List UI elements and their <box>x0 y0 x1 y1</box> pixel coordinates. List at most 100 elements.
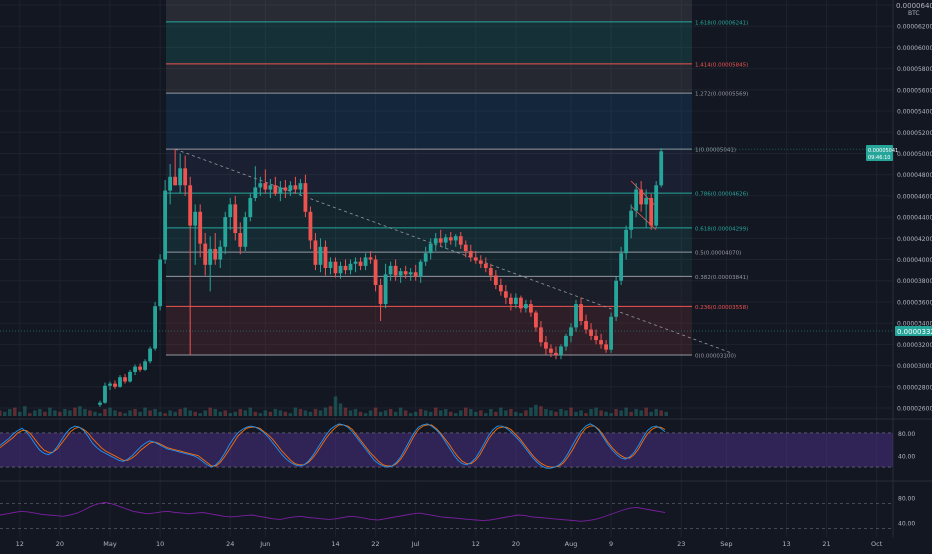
y-tick-label: 0.00002800 <box>897 384 932 391</box>
fib-zone <box>166 306 692 355</box>
x-tick-label: 10 <box>156 540 164 548</box>
volume-bar <box>604 411 608 416</box>
stoch-tick-40: 40.00 <box>898 454 915 461</box>
candle-body <box>559 346 563 355</box>
candle-body <box>463 244 468 252</box>
y-tick-label: 0.00004600 <box>897 193 932 200</box>
candle-body <box>418 261 423 277</box>
candle-body <box>589 329 593 336</box>
rsi-pane: 80.00 40.00 <box>0 496 915 530</box>
x-tick-label: Oct <box>871 540 883 548</box>
volume-bar <box>569 407 573 416</box>
fib-fills <box>166 0 692 355</box>
currency-label: BTC <box>908 10 920 17</box>
candle-body <box>313 240 318 265</box>
volume-bar <box>23 406 27 416</box>
fib-zone <box>166 0 692 22</box>
volume-bar <box>373 407 378 416</box>
candle-body <box>198 211 203 244</box>
candle-body <box>549 348 553 353</box>
volume-bar <box>133 409 137 416</box>
x-tick-label: 24 <box>226 540 234 548</box>
candle-body <box>659 151 664 186</box>
volume-bar <box>423 410 428 416</box>
candle-body <box>158 259 163 307</box>
volume-bar <box>343 407 348 416</box>
candle-body <box>183 168 188 186</box>
volume-bar <box>158 411 162 416</box>
candle-body <box>619 253 624 281</box>
x-tick-label: 22 <box>371 540 379 548</box>
volume-bar <box>0 410 2 416</box>
candle-body <box>488 268 493 276</box>
last-price-badge[interactable]: 0.00005041 09:46:10 <box>866 145 898 161</box>
current-price-badge[interactable]: 0.00003323 <box>895 326 932 336</box>
y-tick-label: 0.00002600 <box>897 406 932 413</box>
candle-body <box>448 237 453 241</box>
volume-bar <box>123 413 127 416</box>
volume-bar <box>68 410 72 416</box>
candle-body <box>173 176 178 186</box>
x-tick-label: 21 <box>822 540 830 548</box>
volume-bar <box>574 411 578 416</box>
y-tick-label: 0.00005200 <box>897 130 932 137</box>
candle-body <box>574 304 578 328</box>
volume-bar <box>328 406 333 416</box>
volume-bar <box>453 413 458 416</box>
candle-body <box>423 253 428 262</box>
candle-body <box>258 183 263 188</box>
candle-body <box>458 236 463 245</box>
candle-body <box>503 291 508 298</box>
volume-bar <box>504 410 508 416</box>
candle-body <box>283 187 288 191</box>
candle-body <box>544 342 548 349</box>
volume-bar <box>273 409 278 416</box>
x-tick-label: 9 <box>609 540 613 548</box>
fib-label: 1.618(0.00006241) <box>695 20 748 26</box>
volume-bar <box>393 411 398 416</box>
volume-bar <box>48 407 52 416</box>
volume-bar <box>519 413 523 416</box>
volume-bar <box>18 411 22 416</box>
candle-body <box>529 304 533 313</box>
fib-zone <box>166 93 692 150</box>
y-tick-label: 0.00003600 <box>897 299 932 306</box>
x-tick-label: Aug <box>565 540 578 548</box>
volume-bar <box>63 409 67 416</box>
volume-bar <box>203 410 207 416</box>
candle-body <box>138 366 142 370</box>
candle-body <box>518 297 523 309</box>
volume-bar <box>188 410 192 416</box>
candle-body <box>403 271 408 275</box>
candle-body <box>253 187 258 199</box>
y-tick-label: 0.00003400 <box>897 321 932 328</box>
volume-bar <box>8 409 12 416</box>
candle-body <box>599 340 603 345</box>
volume-bar <box>579 410 583 416</box>
y-tick-label: 0.00003200 <box>897 342 932 349</box>
volume-bar <box>549 410 553 416</box>
volume-bar <box>78 406 82 416</box>
volume-bar <box>13 407 17 416</box>
volume-bar <box>198 413 202 416</box>
volume-bar <box>168 410 172 416</box>
volume-bar <box>313 409 318 416</box>
volume-bar <box>609 413 613 416</box>
candle-body <box>368 257 373 260</box>
rsi-tick-80: 80.00 <box>898 496 915 503</box>
volume-bar <box>233 411 238 416</box>
last-price-countdown: 09:46:10 <box>868 155 890 161</box>
x-tick-label: Sep <box>720 540 732 548</box>
candle-body <box>238 233 243 247</box>
volume-bar <box>93 411 97 416</box>
volume-bar <box>58 411 62 416</box>
candle-body <box>333 261 338 274</box>
volume-bar <box>323 407 328 416</box>
candle-body <box>624 229 629 254</box>
candle-body <box>654 185 659 226</box>
y-tick-label: 0.00004200 <box>897 236 932 243</box>
fib-zone <box>166 252 692 277</box>
volume-bar <box>413 411 418 416</box>
trendline <box>175 148 732 354</box>
